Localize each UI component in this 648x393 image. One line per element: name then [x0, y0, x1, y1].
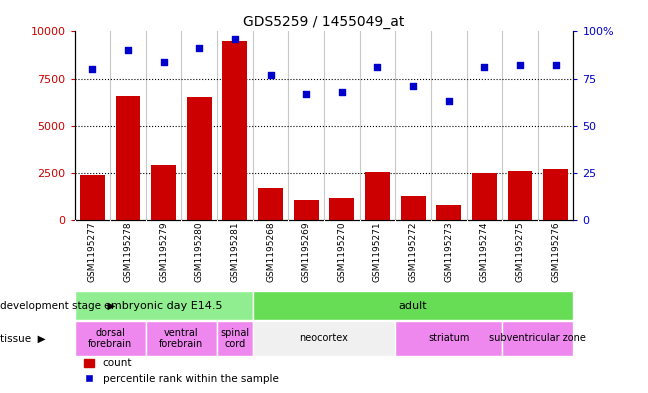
- Point: [194, 45, 205, 51]
- Text: GSM1195271: GSM1195271: [373, 222, 382, 282]
- Point: [479, 64, 490, 70]
- Text: adult: adult: [399, 301, 428, 310]
- Text: GSM1195272: GSM1195272: [409, 222, 417, 282]
- Point: [265, 72, 275, 78]
- Title: GDS5259 / 1455049_at: GDS5259 / 1455049_at: [243, 15, 405, 29]
- Text: GSM1195281: GSM1195281: [231, 222, 239, 282]
- Bar: [507, 171, 533, 220]
- Bar: [75, 321, 146, 356]
- Point: [550, 62, 561, 68]
- Text: GSM1195279: GSM1195279: [159, 222, 168, 282]
- Text: GSM1195273: GSM1195273: [445, 222, 453, 282]
- Bar: [146, 321, 217, 356]
- Bar: [253, 291, 573, 320]
- Bar: [80, 175, 105, 220]
- Bar: [187, 97, 212, 220]
- Text: striatum: striatum: [428, 333, 469, 343]
- Text: GSM1195280: GSM1195280: [195, 222, 203, 282]
- Bar: [502, 321, 573, 356]
- Text: GSM1195268: GSM1195268: [266, 222, 275, 282]
- Bar: [253, 321, 395, 356]
- Text: GSM1195277: GSM1195277: [88, 222, 97, 282]
- Point: [515, 62, 525, 68]
- Legend: count, percentile rank within the sample: count, percentile rank within the sample: [80, 354, 283, 388]
- Bar: [365, 172, 390, 220]
- Text: embryonic day E14.5: embryonic day E14.5: [104, 301, 223, 310]
- Bar: [543, 169, 568, 220]
- Point: [229, 36, 240, 42]
- Bar: [395, 321, 502, 356]
- Bar: [472, 173, 497, 220]
- Point: [337, 89, 347, 95]
- Point: [123, 47, 133, 53]
- Bar: [151, 165, 176, 220]
- Point: [443, 98, 454, 105]
- Point: [301, 90, 311, 97]
- Text: dorsal
forebrain: dorsal forebrain: [88, 328, 132, 349]
- Text: ventral
forebrain: ventral forebrain: [159, 328, 203, 349]
- Bar: [400, 196, 426, 220]
- Text: GSM1195276: GSM1195276: [551, 222, 560, 282]
- Text: neocortex: neocortex: [299, 333, 349, 343]
- Bar: [436, 205, 461, 220]
- Text: tissue  ▶: tissue ▶: [0, 333, 45, 343]
- Bar: [258, 188, 283, 220]
- Text: subventricular zone: subventricular zone: [489, 333, 586, 343]
- Text: GSM1195275: GSM1195275: [516, 222, 524, 282]
- Bar: [294, 200, 319, 220]
- Bar: [75, 291, 253, 320]
- Text: GSM1195269: GSM1195269: [302, 222, 310, 282]
- Point: [408, 83, 419, 89]
- Bar: [329, 198, 354, 220]
- Text: GSM1195278: GSM1195278: [124, 222, 132, 282]
- Text: development stage  ▶: development stage ▶: [0, 301, 115, 310]
- Text: spinal
cord: spinal cord: [220, 328, 249, 349]
- Point: [87, 66, 97, 72]
- Point: [372, 64, 382, 70]
- Bar: [217, 321, 253, 356]
- Bar: [115, 95, 141, 220]
- Point: [158, 59, 168, 65]
- Text: GSM1195270: GSM1195270: [338, 222, 346, 282]
- Bar: [222, 41, 248, 220]
- Text: GSM1195274: GSM1195274: [480, 222, 489, 282]
